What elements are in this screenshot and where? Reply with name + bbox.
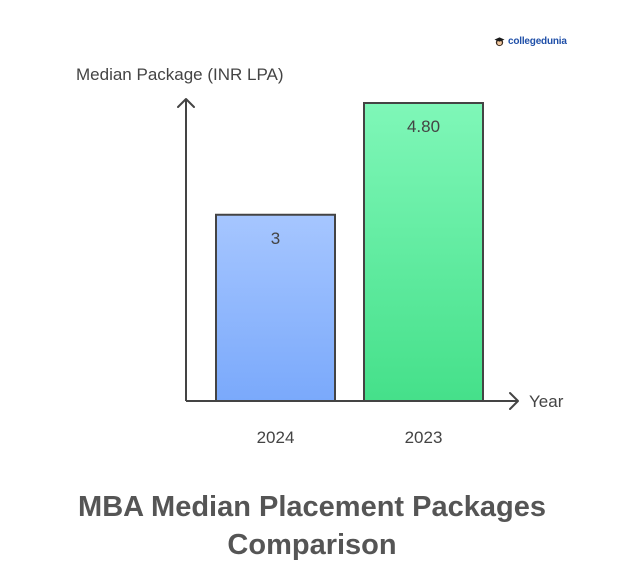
- brand-logo: collegedunia: [494, 36, 567, 47]
- bar-2023: [363, 102, 484, 402]
- data-label-2024: 3: [271, 229, 280, 248]
- chart-title: MBA Median Placement Packages Comparison: [78, 491, 546, 561]
- x-tick-label-2024: 2024: [257, 428, 295, 447]
- y-axis-arrow: [177, 98, 195, 108]
- x-tick-label-2023: 2023: [405, 428, 443, 447]
- brand-name: collegedunia: [508, 36, 567, 47]
- x-axis-title: Year: [529, 392, 564, 411]
- bar-2024: [215, 213, 336, 402]
- y-axis-title: Median Package (INR LPA): [76, 65, 284, 84]
- graduate-cap-icon: [494, 37, 505, 47]
- x-axis-arrow: [509, 392, 519, 410]
- data-label-2023: 4.80: [407, 117, 440, 136]
